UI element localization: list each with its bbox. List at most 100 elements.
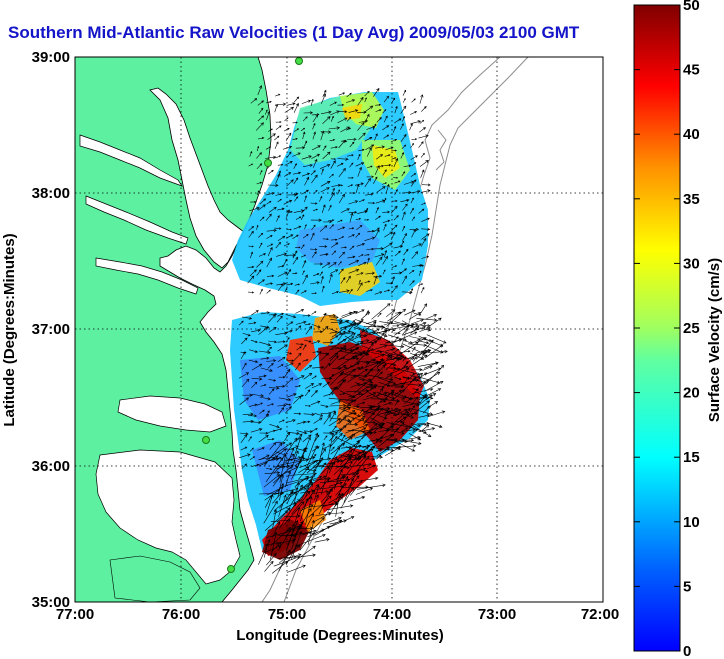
velocity-arrow — [342, 457, 359, 480]
velocity-arrow — [394, 367, 410, 377]
velocity-arrow — [383, 95, 389, 103]
velocity-arrow — [296, 346, 302, 351]
velocity-arrow — [373, 275, 378, 285]
velocity-arrow — [283, 243, 290, 247]
velocity-arrow — [335, 492, 342, 517]
velocity-arrow — [340, 208, 350, 213]
velocity-arrow — [368, 374, 394, 382]
velocity-arrow — [258, 242, 263, 249]
velocity-arrow — [251, 363, 263, 371]
colorbar-tick-label: 45 — [683, 62, 700, 79]
velocity-arrow — [266, 110, 271, 121]
velocity-arrow — [354, 408, 380, 419]
velocity-arrow — [328, 397, 355, 403]
velocity-arrow — [383, 401, 392, 406]
velocity-arrow — [293, 225, 302, 230]
velocity-arrow — [361, 344, 388, 354]
velocity-arrow — [410, 288, 414, 295]
velocity-arrow — [411, 228, 416, 238]
velocity-arrow — [340, 486, 354, 509]
velocity-arrow — [421, 106, 427, 112]
velocity-arrow — [354, 382, 374, 390]
velocity-arrow — [330, 158, 337, 160]
velocity-arrow — [328, 481, 343, 487]
velocity-arrow — [373, 176, 378, 185]
velocity-arrow — [392, 430, 405, 435]
velocity-arrow — [358, 132, 366, 140]
velocity-arrow — [347, 154, 354, 157]
velocity-arrow — [265, 282, 273, 285]
velocity-arrow — [320, 130, 325, 141]
colorbar-ticks — [634, 69, 680, 587]
velocity-arrow — [340, 434, 346, 442]
velocity-arrow — [278, 544, 301, 564]
velocity-arrow — [276, 315, 283, 323]
y-tick-label: 37:00 — [32, 321, 70, 338]
velocity-arrow — [249, 456, 256, 460]
velocity-arrow — [303, 140, 308, 148]
velocity-arrow — [276, 215, 280, 222]
velocity-arrow — [418, 141, 424, 148]
velocity-arrow — [307, 519, 315, 545]
velocity-arrow — [330, 115, 334, 122]
velocity-arrow — [339, 289, 350, 293]
velocity-arrow — [421, 202, 426, 205]
velocity-arrow — [248, 245, 254, 248]
velocity-arrow — [277, 265, 285, 268]
velocity-arrow — [314, 434, 320, 442]
velocity-arrow — [368, 392, 387, 403]
velocity-arrow — [250, 98, 258, 104]
map-title: Southern Mid-Atlantic Raw Velocities (1 … — [8, 23, 580, 42]
velocity-arrow — [250, 339, 258, 343]
x-tick-label: 76:00 — [162, 606, 200, 623]
velocity-arrow — [410, 155, 418, 160]
velocity-arrow — [311, 383, 323, 389]
velocity-arrow — [418, 208, 425, 214]
velocity-arrow — [424, 349, 448, 354]
velocity-arrow — [278, 494, 287, 517]
velocity-arrow — [294, 375, 305, 381]
velocity-arrow — [401, 353, 418, 370]
velocity-arrow — [275, 155, 282, 159]
velocity-arrow — [329, 101, 337, 106]
velocity-arrow — [378, 433, 395, 448]
velocity-arrow — [364, 105, 374, 113]
velocity-arrow — [291, 455, 304, 480]
velocity-arrow — [284, 553, 302, 560]
velocity-arrow — [277, 312, 284, 317]
velocity-arrow — [329, 432, 343, 448]
velocity-arrow — [419, 160, 429, 167]
station-marker — [227, 565, 235, 573]
velocity-arrow — [394, 105, 398, 114]
velocity-arrow — [302, 274, 308, 285]
velocity-arrow — [320, 352, 330, 362]
velocity-arrow — [274, 103, 279, 113]
velocity-arrow — [286, 321, 294, 327]
velocity-arrow — [286, 282, 294, 286]
velocity-arrow — [263, 500, 278, 524]
velocity-arrow — [284, 431, 291, 441]
velocity-arrow — [393, 157, 399, 168]
velocity-arrow — [418, 270, 422, 276]
velocity-arrow — [311, 340, 321, 344]
velocity-arrow — [345, 357, 360, 361]
velocity-arrow — [268, 340, 278, 344]
velocity-arrow — [402, 440, 422, 445]
velocity-arrow — [265, 493, 274, 516]
velocity-arrow — [285, 543, 298, 566]
velocity-arrow — [328, 126, 341, 130]
velocity-arrow — [340, 276, 346, 284]
velocity-arrow — [374, 133, 378, 141]
velocity-arrow — [321, 204, 326, 213]
velocity-arrow — [257, 136, 265, 140]
colorbar — [633, 4, 681, 652]
velocity-arrow — [266, 100, 272, 104]
x-tick-labels: 77:00 76:00 75:00 74:00 73:00 72:00 — [56, 606, 619, 623]
velocity-arrow — [291, 545, 316, 564]
velocity-arrow — [267, 403, 274, 407]
velocity-arrow — [419, 119, 425, 124]
velocity-arrow — [350, 444, 362, 452]
velocity-arrow — [240, 433, 248, 443]
velocity-arrow — [424, 381, 444, 392]
velocity-arrow — [335, 475, 349, 501]
